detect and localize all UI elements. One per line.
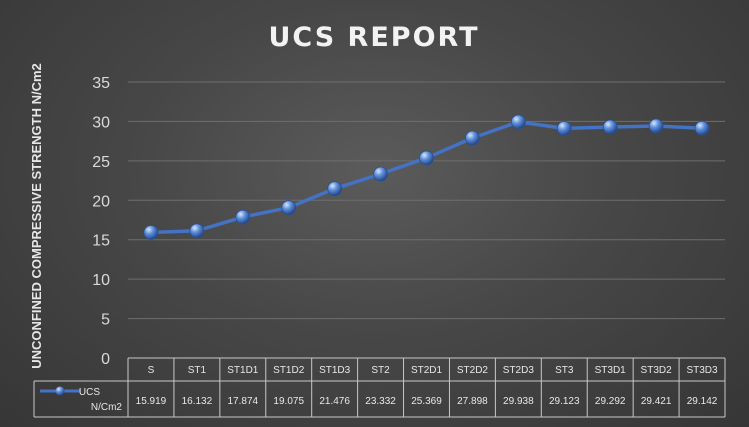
series-ucs (143, 114, 710, 240)
data-point-marker (465, 130, 480, 146)
category-label: ST1D3 (319, 365, 351, 376)
data-value-cell: 29.938 (503, 396, 534, 407)
category-label: ST2 (371, 365, 390, 376)
y-tick-label: 0 (101, 351, 110, 368)
data-value-cell: 29.142 (687, 396, 718, 407)
data-point-marker (648, 118, 664, 134)
legend-label-line1: UCS (79, 387, 100, 398)
category-label: ST1D1 (227, 365, 259, 376)
category-label: S (148, 365, 155, 376)
y-tick-label: 35 (92, 75, 110, 92)
data-point-marker (327, 181, 343, 197)
gridlines (128, 81, 725, 320)
data-point-marker (143, 225, 159, 240)
legend-label-line2: N/Cm2 (91, 402, 123, 413)
category-label: ST3D3 (686, 365, 718, 376)
data-value-cell: 29.123 (549, 396, 580, 407)
legend-key: UCS N/Cm2 (40, 386, 123, 413)
category-label: ST1 (188, 365, 207, 376)
y-tick-label: 25 (92, 154, 110, 171)
category-label: ST1D2 (273, 365, 305, 376)
data-value-cell: 21.476 (319, 396, 350, 407)
series-line (150, 120, 703, 235)
legend-marker-swatch (55, 386, 65, 396)
category-label: ST3D2 (641, 365, 673, 376)
data-point-marker (189, 223, 205, 239)
data-point-marker (419, 150, 434, 166)
data-point-marker (602, 119, 618, 135)
y-tick-label: 5 (101, 312, 110, 329)
data-value-cell: 27.898 (457, 396, 488, 407)
category-label: ST3D1 (595, 365, 627, 376)
data-value-cell: 25.369 (411, 396, 442, 407)
data-table: S 15.919 ST1 16.132 ST1D1 17.874 ST1D2 19.075 ST… (33, 357, 726, 418)
data-point-marker (556, 120, 572, 136)
data-value-cell: 17.874 (228, 396, 259, 407)
data-value-cell: 15.919 (136, 396, 167, 407)
chart-title: UCS REPORT (268, 22, 479, 53)
category-label: ST2D2 (457, 365, 489, 376)
data-value-cell: 16.132 (182, 396, 213, 407)
y-tick-label: 30 (92, 114, 110, 131)
data-point-marker (694, 120, 710, 136)
y-tick-label: 20 (92, 193, 110, 210)
data-point-marker (373, 166, 388, 182)
data-value-cell: 19.075 (273, 396, 304, 407)
data-value-cell: 29.292 (595, 396, 626, 407)
data-point-marker (281, 200, 297, 215)
data-value-cell: 29.421 (641, 396, 672, 407)
category-label: ST2D1 (411, 365, 443, 376)
data-point-marker (235, 209, 251, 225)
data-point-marker (510, 114, 526, 130)
y-axis-label: UNCONFINED COMPRESSIVE STRENGTH N/Cm2 (29, 63, 44, 369)
y-tick-label: 10 (92, 272, 110, 289)
category-label: ST3 (555, 365, 574, 376)
category-label: ST2D3 (503, 365, 535, 376)
data-value-cell: 23.332 (365, 396, 396, 407)
y-tick-labels: 0 5 10 15 20 25 30 35 (92, 75, 110, 368)
y-tick-label: 15 (92, 233, 110, 250)
